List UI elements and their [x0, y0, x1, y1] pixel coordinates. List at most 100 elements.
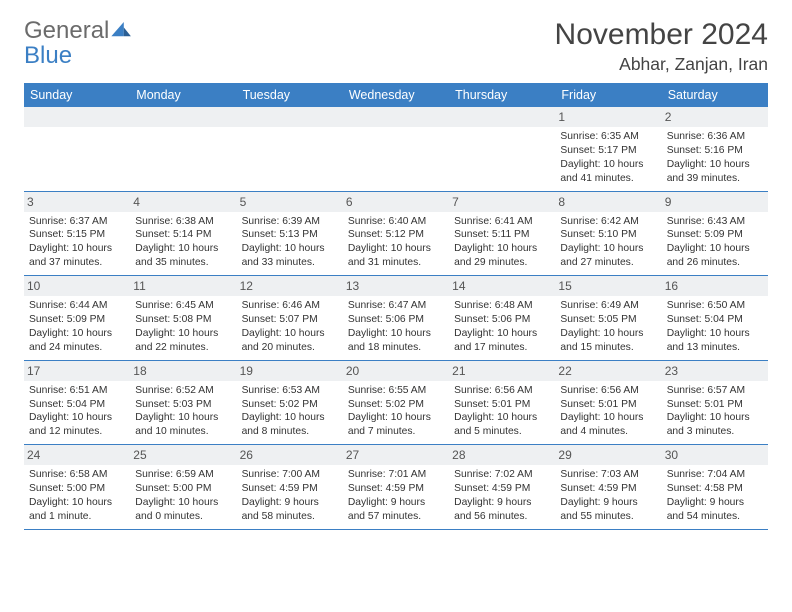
day-number: 30	[662, 445, 768, 465]
day-info: Sunrise: 7:00 AMSunset: 4:59 PMDaylight:…	[242, 468, 338, 524]
day-cell: .	[130, 107, 236, 191]
day-cell: .	[237, 107, 343, 191]
day-cell: 21Sunrise: 6:56 AMSunset: 5:01 PMDayligh…	[449, 361, 555, 445]
day-number: 18	[130, 361, 236, 381]
title-block: November 2024 Abhar, Zanjan, Iran	[555, 18, 768, 75]
day-info: Sunrise: 6:55 AMSunset: 5:02 PMDaylight:…	[348, 384, 444, 440]
day-number: 3	[24, 192, 130, 212]
day-cell: 7Sunrise: 6:41 AMSunset: 5:11 PMDaylight…	[449, 192, 555, 276]
weekday-label: Wednesday	[343, 83, 449, 107]
weekday-label: Tuesday	[237, 83, 343, 107]
day-number: .	[237, 107, 343, 127]
day-number: 28	[449, 445, 555, 465]
day-info: Sunrise: 6:58 AMSunset: 5:00 PMDaylight:…	[29, 468, 125, 524]
day-number: .	[343, 107, 449, 127]
day-info: Sunrise: 6:41 AMSunset: 5:11 PMDaylight:…	[454, 215, 550, 271]
day-number: 1	[555, 107, 661, 127]
day-info: Sunrise: 7:03 AMSunset: 4:59 PMDaylight:…	[560, 468, 656, 524]
day-number: 2	[662, 107, 768, 127]
day-number: 22	[555, 361, 661, 381]
weekday-label: Friday	[555, 83, 661, 107]
day-number: 14	[449, 276, 555, 296]
week-row: 10 Sunrise: 6:44 AMSunset: 5:09 PMDayligh…	[24, 276, 768, 361]
location: Abhar, Zanjan, Iran	[555, 54, 768, 75]
day-cell: 13Sunrise: 6:47 AMSunset: 5:06 PMDayligh…	[343, 276, 449, 360]
day-number: 10	[24, 276, 130, 296]
day-number: .	[449, 107, 555, 127]
day-info: Sunrise: 6:46 AMSunset: 5:07 PMDaylight:…	[242, 299, 338, 355]
day-info: Sunrise: 7:02 AMSunset: 4:59 PMDaylight:…	[454, 468, 550, 524]
day-number: 9	[662, 192, 768, 212]
day-cell: 9 Sunrise: 6:43 AMSunset: 5:09 PMDaylight…	[662, 192, 768, 276]
day-info: Sunrise: 7:01 AMSunset: 4:59 PMDaylight:…	[348, 468, 444, 524]
day-number: 6	[343, 192, 449, 212]
day-cell: 4 Sunrise: 6:38 AMSunset: 5:14 PMDaylight…	[130, 192, 236, 276]
day-number: 4	[130, 192, 236, 212]
day-cell: 20 Sunrise: 6:55 AMSunset: 5:02 PMDayligh…	[343, 361, 449, 445]
day-cell: 26 Sunrise: 7:00 AMSunset: 4:59 PMDayligh…	[237, 445, 343, 529]
day-info: Sunrise: 7:04 AMSunset: 4:58 PMDaylight:…	[667, 468, 763, 524]
day-info: Sunrise: 6:59 AMSunset: 5:00 PMDaylight:…	[135, 468, 231, 524]
day-info: Sunrise: 6:35 AMSunset: 5:17 PMDaylight:…	[560, 130, 656, 186]
day-cell: 8 Sunrise: 6:42 AMSunset: 5:10 PMDaylight…	[555, 192, 661, 276]
day-info: Sunrise: 6:47 AMSunset: 5:06 PMDaylight:…	[348, 299, 444, 355]
month-title: November 2024	[555, 18, 768, 52]
day-number: 8	[555, 192, 661, 212]
day-number: 27	[343, 445, 449, 465]
day-cell: 19Sunrise: 6:53 AMSunset: 5:02 PMDayligh…	[237, 361, 343, 445]
day-number: .	[130, 107, 236, 127]
day-cell: 22 Sunrise: 6:56 AMSunset: 5:01 PMDayligh…	[555, 361, 661, 445]
calendar: SundayMondayTuesdayWednesdayThursdayFrid…	[24, 83, 768, 530]
day-cell: 11Sunrise: 6:45 AMSunset: 5:08 PMDayligh…	[130, 276, 236, 360]
day-info: Sunrise: 6:42 AMSunset: 5:10 PMDaylight:…	[560, 215, 656, 271]
weekday-label: Monday	[130, 83, 236, 107]
day-cell: .	[24, 107, 130, 191]
header: GeneralBlue November 2024 Abhar, Zanjan,…	[24, 18, 768, 75]
day-number: 12	[237, 276, 343, 296]
day-cell: .	[343, 107, 449, 191]
day-cell: 17 Sunrise: 6:51 AMSunset: 5:04 PMDayligh…	[24, 361, 130, 445]
day-info: Sunrise: 6:37 AMSunset: 5:15 PMDaylight:…	[29, 215, 125, 271]
day-cell: 24Sunrise: 6:58 AMSunset: 5:00 PMDayligh…	[24, 445, 130, 529]
day-info: Sunrise: 6:44 AMSunset: 5:09 PMDaylight:…	[29, 299, 125, 355]
week-row: 3 Sunrise: 6:37 AMSunset: 5:15 PMDaylight…	[24, 192, 768, 277]
day-cell: 6Sunrise: 6:40 AMSunset: 5:12 PMDaylight…	[343, 192, 449, 276]
week-row: 24Sunrise: 6:58 AMSunset: 5:00 PMDayligh…	[24, 445, 768, 530]
day-number: .	[24, 107, 130, 127]
day-info: Sunrise: 6:45 AMSunset: 5:08 PMDaylight:…	[135, 299, 231, 355]
day-cell: 5Sunrise: 6:39 AMSunset: 5:13 PMDaylight…	[237, 192, 343, 276]
day-info: Sunrise: 6:51 AMSunset: 5:04 PMDaylight:…	[29, 384, 125, 440]
day-cell: 30 Sunrise: 7:04 AMSunset: 4:58 PMDayligh…	[662, 445, 768, 529]
day-cell: 28 Sunrise: 7:02 AMSunset: 4:59 PMDayligh…	[449, 445, 555, 529]
day-number: 17	[24, 361, 130, 381]
day-number: 15	[555, 276, 661, 296]
day-info: Sunrise: 6:48 AMSunset: 5:06 PMDaylight:…	[454, 299, 550, 355]
day-number: 21	[449, 361, 555, 381]
day-info: Sunrise: 6:36 AMSunset: 5:16 PMDaylight:…	[667, 130, 763, 186]
day-info: Sunrise: 6:49 AMSunset: 5:05 PMDaylight:…	[560, 299, 656, 355]
day-cell: 2 Sunrise: 6:36 AMSunset: 5:16 PMDaylight…	[662, 107, 768, 191]
day-number: 20	[343, 361, 449, 381]
logo-text-gray: General	[24, 17, 109, 44]
day-info: Sunrise: 6:56 AMSunset: 5:01 PMDaylight:…	[560, 384, 656, 440]
day-info: Sunrise: 6:38 AMSunset: 5:14 PMDaylight:…	[135, 215, 231, 271]
day-number: 26	[237, 445, 343, 465]
day-cell: 14 Sunrise: 6:48 AMSunset: 5:06 PMDayligh…	[449, 276, 555, 360]
day-info: Sunrise: 6:50 AMSunset: 5:04 PMDaylight:…	[667, 299, 763, 355]
weekday-label: Thursday	[449, 83, 555, 107]
day-cell: 10 Sunrise: 6:44 AMSunset: 5:09 PMDayligh…	[24, 276, 130, 360]
day-cell: .	[449, 107, 555, 191]
day-info: Sunrise: 6:52 AMSunset: 5:03 PMDaylight:…	[135, 384, 231, 440]
day-number: 23	[662, 361, 768, 381]
logo: GeneralBlue	[24, 18, 133, 68]
day-cell: 15 Sunrise: 6:49 AMSunset: 5:05 PMDayligh…	[555, 276, 661, 360]
day-cell: 1 Sunrise: 6:35 AMSunset: 5:17 PMDaylight…	[555, 107, 661, 191]
day-cell: 27 Sunrise: 7:01 AMSunset: 4:59 PMDayligh…	[343, 445, 449, 529]
day-cell: 18 Sunrise: 6:52 AMSunset: 5:03 PMDayligh…	[130, 361, 236, 445]
weekday-header: SundayMondayTuesdayWednesdayThursdayFrid…	[24, 83, 768, 107]
day-info: Sunrise: 6:57 AMSunset: 5:01 PMDaylight:…	[667, 384, 763, 440]
day-cell: 25Sunrise: 6:59 AMSunset: 5:00 PMDayligh…	[130, 445, 236, 529]
day-info: Sunrise: 6:43 AMSunset: 5:09 PMDaylight:…	[667, 215, 763, 271]
weekday-label: Sunday	[24, 83, 130, 107]
day-cell: 23 Sunrise: 6:57 AMSunset: 5:01 PMDayligh…	[662, 361, 768, 445]
